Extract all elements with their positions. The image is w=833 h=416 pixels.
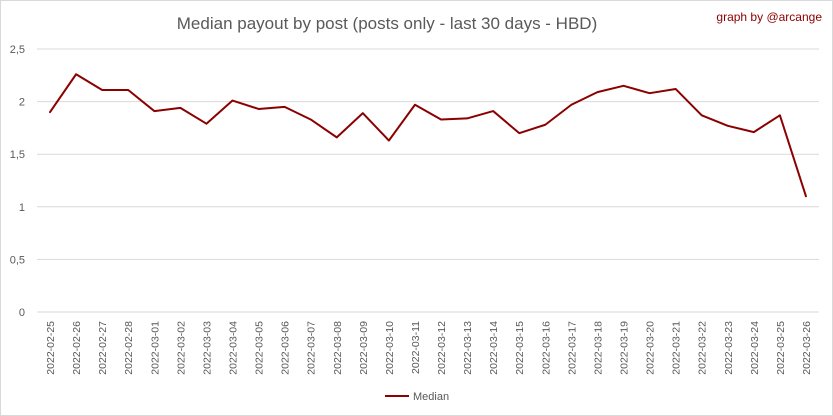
x-tick-label: 2022-03-17 [566, 321, 578, 375]
x-tick-label: 2022-03-08 [332, 321, 344, 375]
y-tick-label: 0,5 [10, 254, 25, 266]
x-tick-label: 2022-02-26 [71, 321, 83, 375]
chart-credit: graph by @arcange [716, 10, 822, 24]
legend-label-median: Median [413, 391, 449, 403]
x-tick-label: 2022-03-16 [540, 321, 552, 375]
x-tick-label: 2022-02-27 [97, 321, 109, 375]
x-tick-label: 2022-03-21 [671, 321, 683, 375]
x-axis-ticks: 2022-02-25 2022-02-26 2022-02-27 2022-02-28… [45, 321, 813, 375]
x-tick-label: 2022-03-24 [749, 321, 761, 375]
data-point [152, 109, 156, 113]
data-point [569, 103, 573, 107]
x-tick-label: 2022-03-09 [358, 321, 370, 375]
data-point [178, 106, 182, 110]
data-point [491, 109, 495, 113]
data-point [100, 88, 104, 92]
data-point [726, 124, 730, 128]
x-tick-label: 2022-03-01 [149, 321, 161, 375]
data-point [543, 123, 547, 127]
data-point [231, 99, 235, 103]
series-layer [48, 72, 808, 198]
x-tick-label: 2022-03-05 [254, 321, 266, 375]
data-point [465, 116, 469, 120]
data-point [74, 72, 78, 76]
y-tick-label: 1,5 [10, 149, 25, 161]
x-tick-label: 2022-03-02 [175, 321, 187, 375]
data-point [517, 131, 521, 135]
x-tick-label: 2022-03-10 [384, 321, 396, 375]
data-point [126, 88, 130, 92]
data-point [804, 194, 808, 198]
data-point [700, 113, 704, 117]
data-point [439, 117, 443, 121]
data-point [257, 107, 261, 111]
x-tick-label: 2022-03-15 [514, 321, 526, 375]
x-tick-label: 2022-03-11 [410, 321, 422, 374]
x-tick-label: 2022-02-25 [45, 321, 57, 375]
data-point [648, 91, 652, 95]
x-tick-label: 2022-03-19 [619, 321, 631, 375]
x-tick-label: 2022-03-22 [697, 321, 709, 375]
data-point [48, 110, 52, 114]
data-point [413, 103, 417, 107]
x-tick-label: 2022-03-14 [488, 321, 500, 375]
y-tick-label: 1 [19, 202, 25, 214]
y-tick-label: 0 [19, 307, 25, 319]
data-point [387, 139, 391, 143]
data-point [361, 111, 365, 115]
data-point [752, 130, 756, 134]
x-tick-label: 2022-03-18 [592, 321, 604, 375]
x-tick-label: 2022-03-07 [306, 321, 318, 375]
data-point [778, 113, 782, 117]
gridlines [37, 48, 819, 313]
chart-title: Median payout by post (posts only - last… [177, 14, 597, 33]
x-tick-label: 2022-03-23 [723, 321, 735, 375]
data-point [335, 135, 339, 139]
x-tick-label: 2022-03-06 [280, 321, 292, 375]
data-point [204, 122, 208, 126]
data-point [595, 90, 599, 94]
x-tick-label: 2022-03-12 [436, 321, 448, 375]
y-tick-label: 2 [19, 97, 25, 109]
x-tick-label: 2022-03-26 [801, 321, 813, 375]
legend: Median [385, 391, 449, 403]
x-tick-label: 2022-03-20 [645, 321, 657, 375]
x-tick-label: 2022-03-25 [775, 321, 787, 375]
data-point [309, 117, 313, 121]
x-tick-label: 2022-03-03 [201, 321, 213, 375]
series-line-median [49, 73, 807, 198]
y-tick-label: 2,5 [10, 44, 25, 56]
data-point [622, 84, 626, 88]
x-tick-label: 2022-03-13 [462, 321, 474, 375]
y-axis-ticks: 0 0,5 1 1,5 2 2,5 [10, 44, 25, 319]
x-tick-label: 2022-02-28 [123, 321, 135, 375]
x-tick-label: 2022-03-04 [228, 321, 240, 375]
data-point [283, 105, 287, 109]
data-point [674, 87, 678, 91]
